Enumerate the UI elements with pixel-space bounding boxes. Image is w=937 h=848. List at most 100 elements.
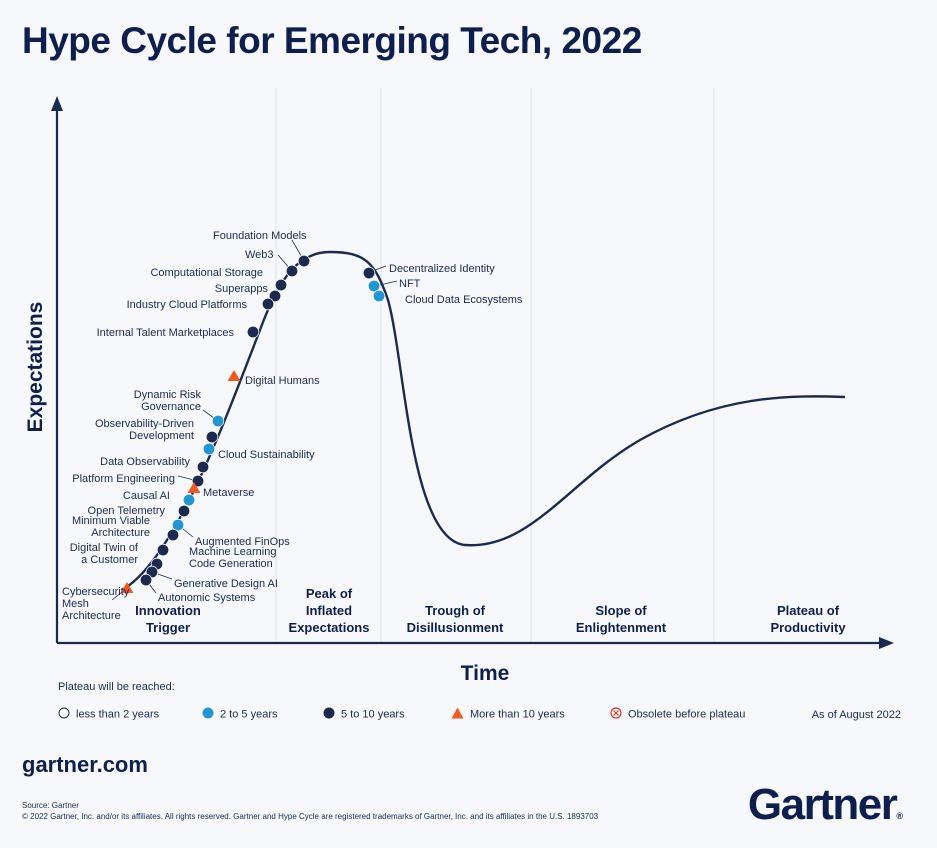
tech-label: Causal AI (123, 490, 170, 502)
tech-label-line: Observability-Driven (95, 418, 194, 430)
tech-label-line: Foundation Models (213, 230, 307, 242)
tech-marker-circle (166, 528, 180, 542)
blue-circle-icon (202, 707, 214, 722)
tech-label: Open Telemetry (88, 505, 166, 517)
legend-label: Obsolete before plateau (628, 708, 746, 721)
tech-label-line: Mesh (62, 598, 89, 610)
tech-label: Superapps (215, 283, 269, 295)
tech-marker-circle (182, 493, 196, 507)
tech-label-line: Industry Cloud Platforms (127, 299, 248, 311)
tech-marker-circle (246, 325, 260, 339)
site-link[interactable]: gartner.com (22, 752, 148, 777)
tech-marker-circle (367, 279, 381, 293)
legend-label: 5 to 10 years (341, 708, 405, 721)
tech-label: Machine Learning Code Generation (189, 546, 276, 570)
phase-label: Trough of Disillusionment (407, 603, 504, 635)
tech-label-line: Open Telemetry (88, 505, 166, 517)
tech-label-line: Development (129, 430, 194, 442)
legend-item-less-than-2-years: less than 2 years (58, 707, 159, 722)
tech-label-line: Minimum Viable (72, 515, 150, 527)
copyright-line: © 2022 Gartner, Inc. and/or its affiliat… (22, 812, 599, 821)
phase-label-line: Plateau of (777, 603, 840, 618)
phase-labels: Innovation Trigger Peak of Inflated Expectat… (135, 586, 846, 635)
tech-marker-triangle (187, 482, 201, 493)
tech-label: Cybersecurity Mesh Architecture (62, 586, 130, 622)
tech-label-line: Dynamic Risk (134, 389, 202, 401)
y-axis-arrow (51, 96, 63, 111)
phase-label: Innovation Trigger (135, 603, 201, 635)
phase-label-line: Enlightenment (576, 620, 667, 635)
tech-label: Digital Humans (245, 375, 320, 387)
as-of-date: As of August 2022 (811, 709, 901, 721)
tech-label-line: Governance (141, 401, 201, 413)
hype-curve (121, 250, 846, 592)
tech-label-line: Code Generation (189, 558, 273, 570)
tech-label-line: Architecture (91, 527, 150, 539)
logo-text: Gartner (747, 780, 898, 829)
tech-label-line: Causal AI (123, 490, 170, 502)
phase-dividers (275, 88, 715, 642)
x-axis-label: Time (461, 662, 510, 685)
tech-label-line: Machine Learning (189, 546, 276, 558)
tech-label-line: Data Observability (100, 456, 190, 468)
phase-label-line: Innovation (135, 603, 201, 618)
tech-label: Data Observability (100, 456, 190, 468)
tech-label: Cloud Data Ecosystems (405, 294, 523, 306)
tech-label-line: Generative Design AI (174, 578, 278, 590)
phase-label-line: Inflated (306, 603, 352, 618)
tech-label: Augmented FinOps (195, 536, 290, 548)
tech-label-line: Decentralized Identity (389, 263, 495, 275)
tech-label: Observability-Driven Development (95, 418, 194, 442)
tech-marker-circle (297, 254, 311, 268)
legend-heading: Plateau will be reached: (58, 681, 175, 693)
legend-item-5-to-10-years: 5 to 10 years (323, 707, 405, 722)
tech-marker-circle (268, 289, 282, 303)
technology-markers (120, 254, 386, 593)
tech-marker-circle (274, 278, 288, 292)
phase-label: Slope of Enlightenment (576, 603, 667, 635)
tech-marker-circle (156, 543, 170, 557)
tech-label-line: Cybersecurity (62, 586, 130, 598)
tech-marker-circle (196, 460, 210, 474)
registered-mark: ® (896, 811, 903, 821)
tech-label: Web3 (245, 249, 274, 261)
navy-circle-icon (323, 707, 335, 722)
tech-label: Foundation Models (213, 230, 307, 242)
tech-marker-circle (285, 264, 299, 278)
x-axis-arrow (879, 637, 894, 649)
tech-label-line: Computational Storage (150, 267, 263, 279)
tech-label: Digital Twin of a Customer (70, 542, 139, 566)
tech-marker-circle (211, 414, 225, 428)
technology-labels: Foundation Models Web3 Computational Stora… (62, 230, 523, 622)
tech-label-line: Augmented FinOps (195, 536, 290, 548)
orange-triangle-icon (451, 707, 464, 722)
tech-label-line: Digital Twin of (70, 542, 139, 554)
tech-marker-circle (205, 430, 219, 444)
phase-label: Peak of Inflated Expectations (289, 586, 370, 635)
phase-label-line: Expectations (289, 620, 370, 635)
tech-label: Cloud Sustainability (218, 449, 315, 461)
tech-label: NFT (399, 278, 421, 290)
phase-label: Plateau of Productivity (770, 603, 846, 635)
tech-label-line: Internal Talent Marketplaces (97, 327, 235, 339)
tech-label-line: Platform Engineering (72, 473, 175, 485)
tech-marker-circle (261, 297, 275, 311)
tech-label-line: a Customer (81, 554, 138, 566)
phase-label-line: Trigger (146, 620, 190, 635)
phase-label-line: Productivity (770, 620, 846, 635)
tech-marker-circle (202, 442, 216, 456)
tech-label: Generative Design AI (174, 578, 278, 590)
tech-label-line: Superapps (215, 283, 269, 295)
tech-label: Dynamic Risk Governance (134, 389, 202, 413)
tech-marker-circle (177, 504, 191, 518)
legend-label: less than 2 years (76, 708, 160, 721)
tech-label-line: NFT (399, 278, 421, 290)
phase-label-line: Peak of (306, 586, 353, 601)
tech-marker-circle (372, 289, 386, 303)
tech-label: Decentralized Identity (389, 263, 495, 275)
tech-marker-triangle (227, 370, 241, 381)
y-axis-label: Expectations (24, 302, 47, 433)
tech-marker-circle (139, 573, 153, 587)
source-line: Source: Gartner (22, 801, 79, 810)
legend-item-2-to-5-years: 2 to 5 years (202, 707, 277, 722)
